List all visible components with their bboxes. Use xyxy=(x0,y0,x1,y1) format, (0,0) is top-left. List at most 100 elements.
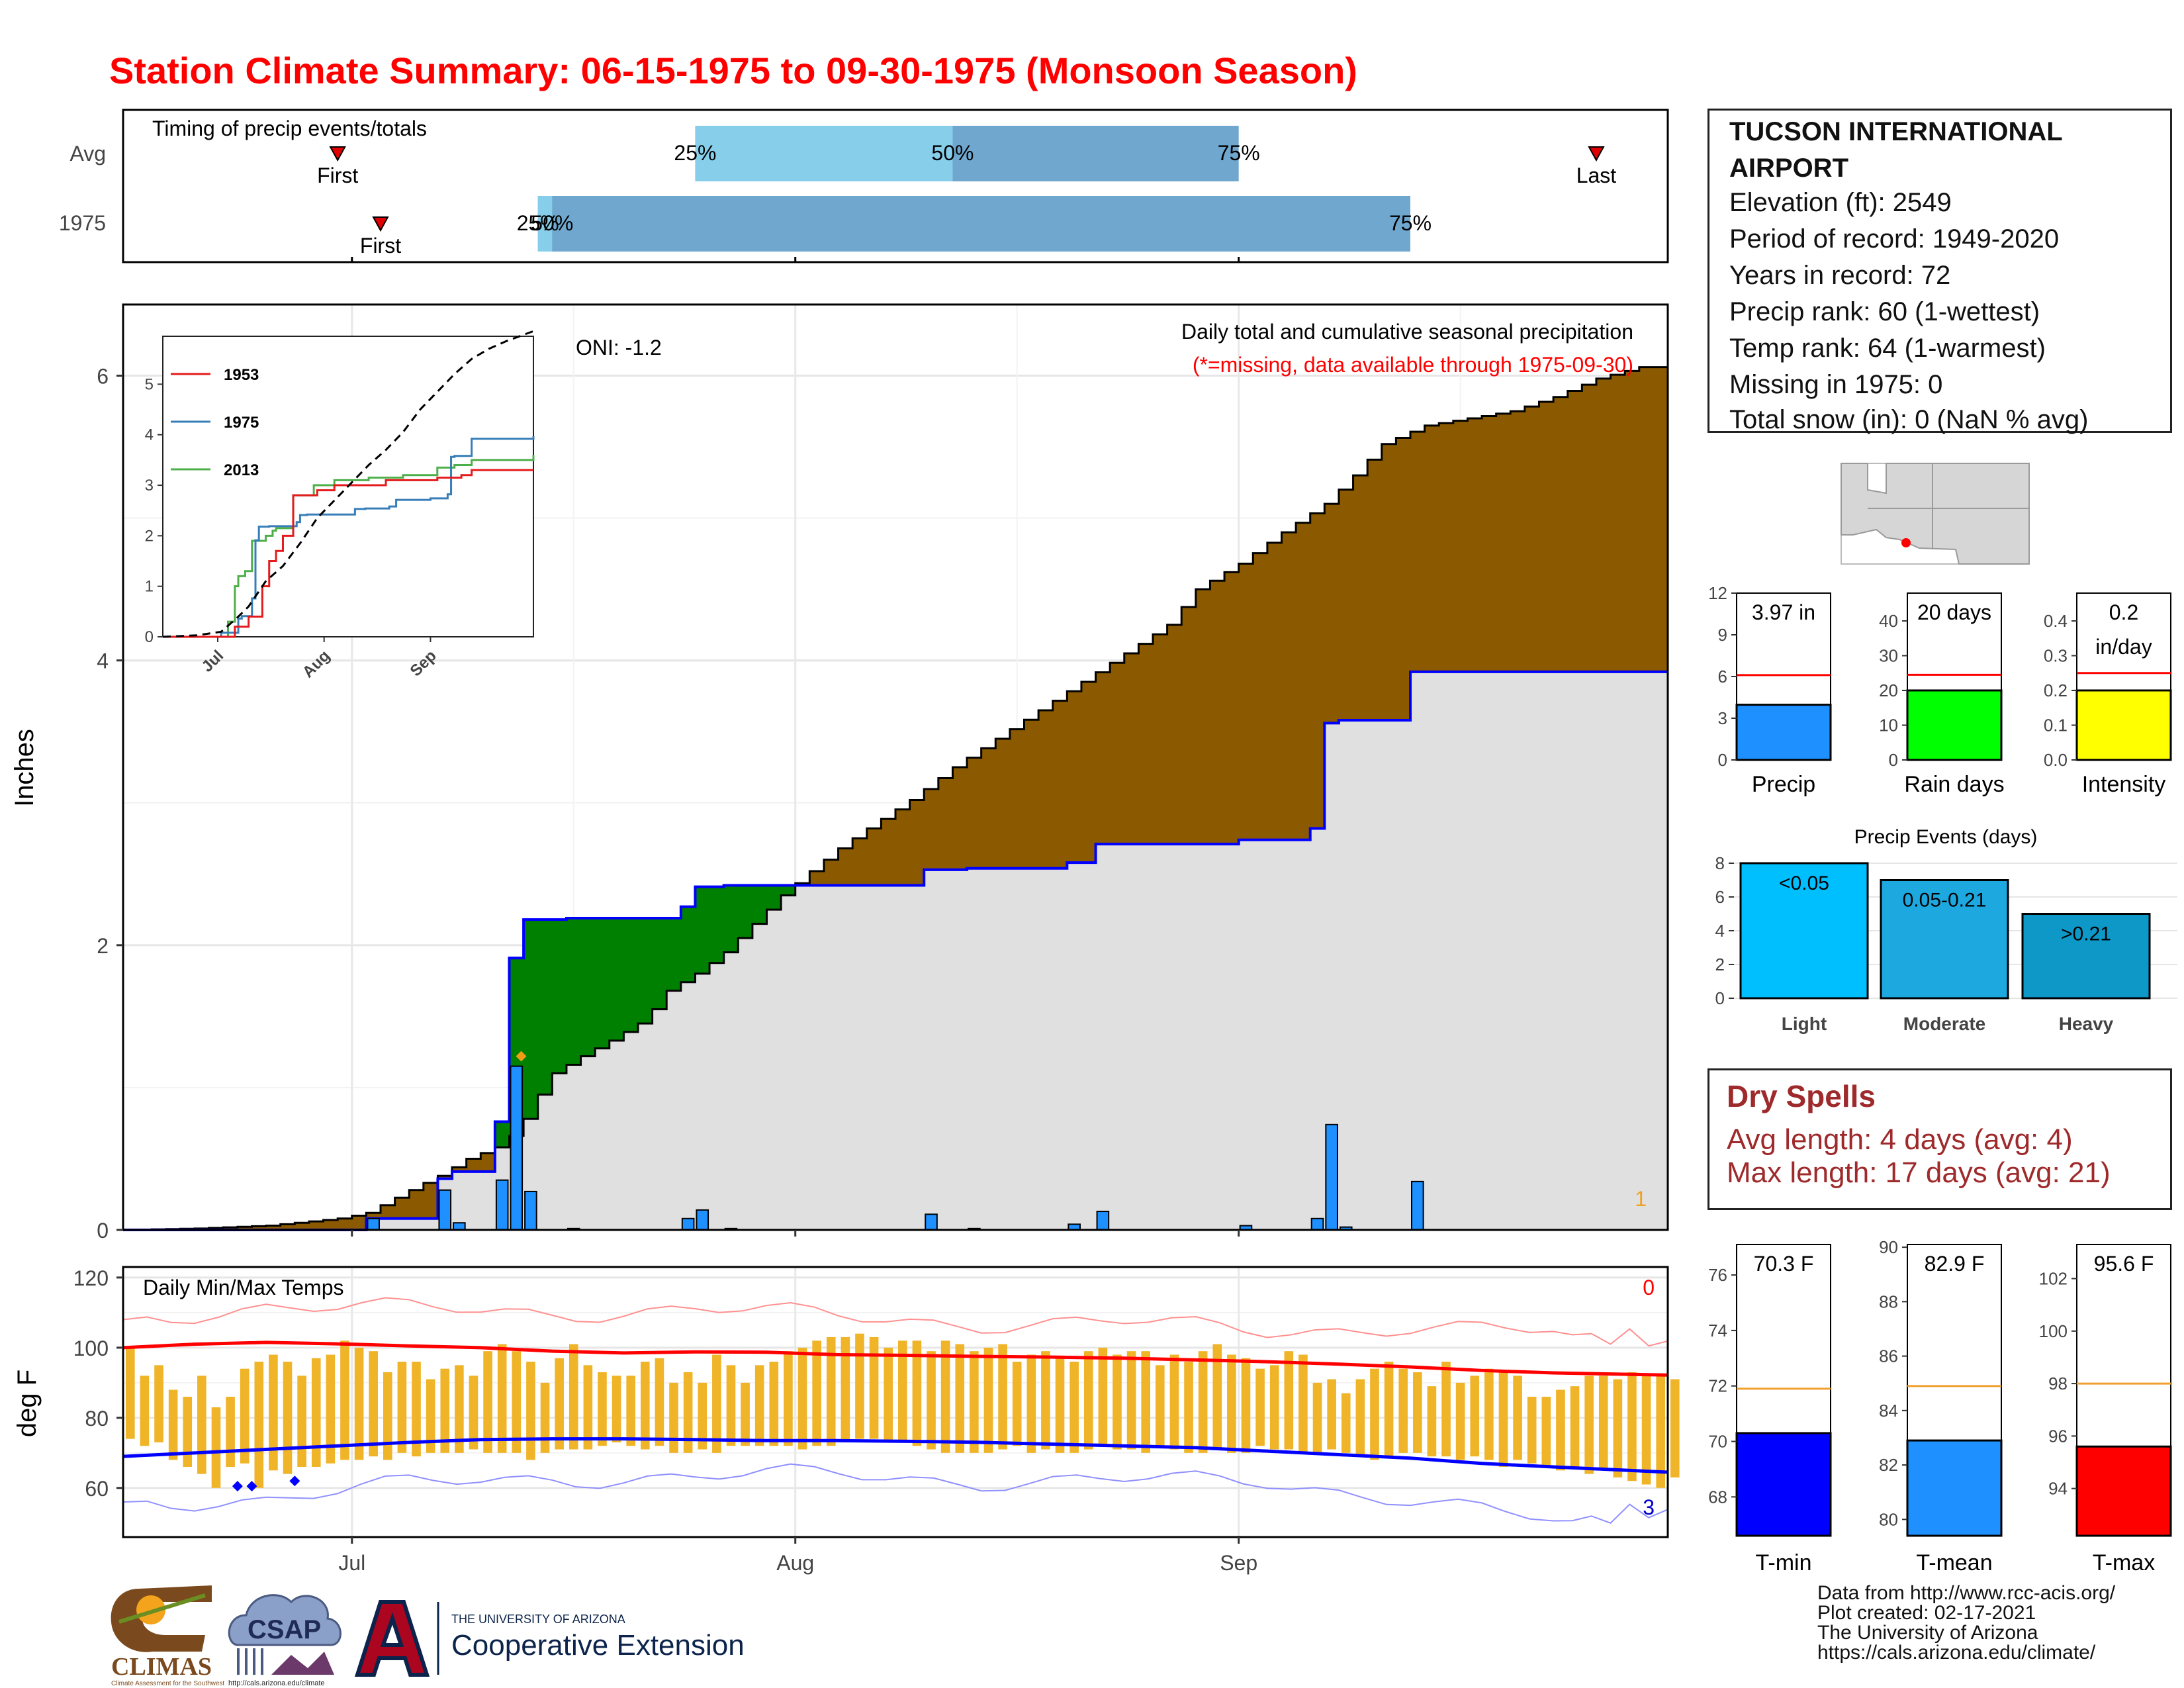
temperature-summary-bars: 68 70 72 74 76 70.3 F T-min 80 82 84 86 88 90 82.9 F T… xyxy=(1708,1237,2172,1575)
daily-temp-range-bar xyxy=(826,1336,836,1446)
daily-temp-range-bar xyxy=(841,1336,850,1442)
daily-temp-range-bar xyxy=(726,1365,736,1446)
station-name-line2: AIRPORT xyxy=(1729,154,1848,183)
intensity-summary-y-tick-label: 0.3 xyxy=(2044,646,2068,666)
temp-y-tick-label: 100 xyxy=(73,1336,109,1360)
daily-temp-range-bar xyxy=(1498,1372,1508,1468)
daily-temp-range-bar xyxy=(1470,1376,1480,1457)
daily-temp-range-bar xyxy=(1584,1376,1594,1474)
rain-days-summary-y-tick-label: 0 xyxy=(1889,750,1898,770)
inset-y-tick-label: 1 xyxy=(145,578,154,596)
daily-temp-range-bar xyxy=(1613,1379,1623,1477)
daily-temp-range-bar xyxy=(455,1365,464,1453)
events-bar xyxy=(1739,862,1869,1000)
daily-temp-range-bar xyxy=(426,1379,435,1453)
daily-temp-range-bar xyxy=(1241,1358,1251,1453)
daily-temp-range-bar xyxy=(1169,1354,1179,1450)
precip-y-axis: 0 2 4 6 xyxy=(97,365,1240,1243)
record-min-line xyxy=(122,1463,1668,1524)
daily-temp-range-bar xyxy=(955,1344,965,1453)
daily-temp-range-bar xyxy=(669,1382,678,1453)
inset-average-line xyxy=(162,330,534,638)
daily-temp-range-bar xyxy=(1641,1376,1651,1485)
precip-summary-y-tick-label: 0 xyxy=(1718,750,1727,770)
temp-panel-title: Daily Min/Max Temps xyxy=(143,1276,343,1299)
record-low-marker xyxy=(232,1481,243,1492)
temperature-panel: 60 80 100 120 deg F Daily Min/Max Temps 0 3… xyxy=(13,1266,1680,1575)
timing-1975-iqr-bar xyxy=(537,196,1411,252)
arizona-a-mark xyxy=(354,1600,430,1677)
events-category-label: Heavy xyxy=(2059,1013,2114,1034)
daily-temp-range-bar xyxy=(1227,1354,1236,1453)
daily-temp-range-bar xyxy=(1327,1379,1336,1450)
tmax-summary-y-tick-label: 94 xyxy=(2048,1479,2068,1499)
daily-temp-range-bar xyxy=(998,1344,1007,1450)
daily-temp-range-bar xyxy=(1413,1372,1422,1453)
daily-precip-bar xyxy=(1310,1217,1324,1231)
timing-1975-p75-label: 75% xyxy=(1389,211,1432,235)
daily-temp-range-bar xyxy=(140,1376,150,1446)
inset-y-tick-label: 2 xyxy=(145,527,154,545)
precip-summary-y-tick-label: 9 xyxy=(1718,625,1727,645)
temp-top-count: 0 xyxy=(1643,1276,1655,1299)
daily-precip-bar xyxy=(453,1222,466,1231)
daily-temp-range-bar xyxy=(1184,1362,1193,1453)
daily-temp-range-bar xyxy=(1255,1368,1265,1446)
daily-precip-bar xyxy=(438,1189,452,1231)
daily-temp-range-bar xyxy=(884,1347,893,1442)
timing-avg-p25-label: 25% xyxy=(674,141,716,165)
precip-summary-y-tick-label: 6 xyxy=(1718,667,1727,686)
precip-caption: Daily total and cumulative seasonal prec… xyxy=(1181,320,1633,344)
rain-days-summary-y-tick-label: 10 xyxy=(1879,716,1898,735)
daily-temp-range-bar xyxy=(1298,1354,1308,1453)
daily-temp-range-bar xyxy=(1541,1397,1551,1468)
oni-label: ONI: -1.2 xyxy=(576,336,662,359)
inset-y-tick-label: 3 xyxy=(145,477,154,494)
daily-temp-range-bar xyxy=(369,1351,378,1457)
daily-temp-range-bar xyxy=(397,1362,407,1453)
events-y-tick-label: 6 xyxy=(1715,887,1725,907)
events-category-label: Moderate xyxy=(1903,1013,1985,1034)
daily-temp-range-bar xyxy=(540,1382,550,1453)
daily-temp-range-bar xyxy=(440,1368,450,1453)
daily-temp-range-bar xyxy=(326,1354,336,1464)
intensity-summary-bar xyxy=(2075,689,2172,761)
daily-temp-range-bar xyxy=(1269,1365,1279,1450)
daily-temp-range-bar xyxy=(469,1376,478,1450)
daily-temp-range-bar xyxy=(626,1376,635,1446)
events-title: Precip Events (days) xyxy=(1854,826,2038,848)
events-category-label: Light xyxy=(1782,1013,1827,1034)
cumulative-1975-line xyxy=(123,670,1668,1231)
timing-1975-first-marker xyxy=(372,216,389,232)
tmin-summary-y-tick-label: 72 xyxy=(1708,1376,1727,1396)
daily-temp-range-bar xyxy=(1513,1376,1522,1460)
daily-temp-range-bar xyxy=(240,1368,250,1464)
daily-temp-range-bar xyxy=(1598,1376,1608,1471)
daily-temp-range-bar xyxy=(583,1365,593,1450)
tmean-summary-y-tick-label: 90 xyxy=(1879,1237,1898,1257)
record-low-marker xyxy=(289,1476,300,1487)
events-bar-label: >0.21 xyxy=(2061,923,2111,945)
station-info-box: TUCSON INTERNATIONAL AIRPORT Elevation (… xyxy=(1707,109,2172,434)
events-bar xyxy=(1880,879,2009,1000)
daily-temp-range-bar xyxy=(1212,1344,1222,1450)
timing-row-avg-label: Avg xyxy=(69,142,106,165)
precip-summary-y-tick-label: 3 xyxy=(1718,708,1727,728)
ua-name-text: THE UNIVERSITY OF ARIZONA xyxy=(451,1613,625,1626)
daily-temp-range-bar xyxy=(354,1347,364,1460)
date-x-tick-label: Aug xyxy=(776,1551,814,1575)
temp-y-tick-label: 80 xyxy=(85,1407,109,1430)
date-x-tick-label: Sep xyxy=(1220,1551,1257,1575)
tmax-summary-category-label: T-max xyxy=(2093,1550,2155,1575)
daily-temp-range-bar xyxy=(1012,1362,1022,1446)
tmax-summary-y-tick-label: 102 xyxy=(2039,1269,2068,1289)
daily-temp-range-bar xyxy=(612,1376,621,1442)
daily-temp-range-bar xyxy=(1284,1351,1294,1450)
daily-temp-range-bar xyxy=(211,1407,221,1488)
daily-temp-range-bar xyxy=(1398,1368,1408,1453)
climas-logo-subtext: Climate Assessment for the Southwest xyxy=(111,1680,224,1687)
daily-precip-bar xyxy=(696,1209,709,1231)
tmean-summary-y-tick-label: 84 xyxy=(1879,1401,1898,1421)
daily-temp-range-bar xyxy=(698,1382,707,1450)
daily-temp-range-bar xyxy=(784,1351,793,1446)
